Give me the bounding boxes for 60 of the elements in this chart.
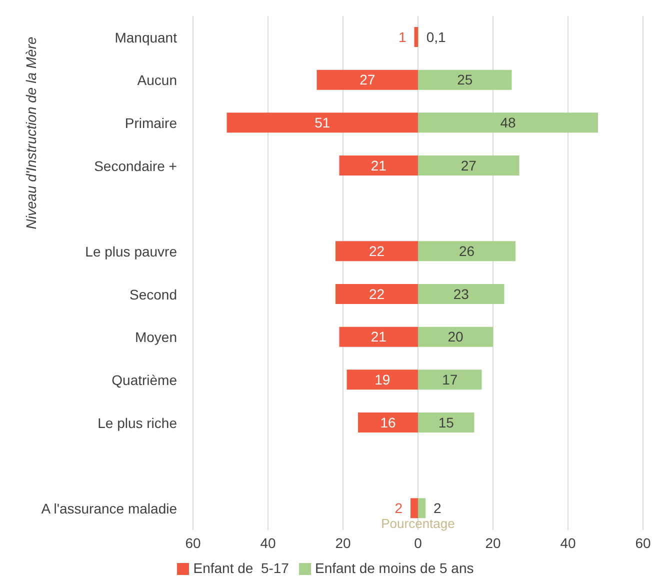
bar	[418, 498, 426, 518]
x-tick-label: 0	[414, 534, 422, 551]
data-label: 25	[457, 72, 473, 88]
data-label: 19	[374, 372, 390, 388]
bar	[418, 412, 474, 432]
bar	[418, 326, 493, 347]
bar	[418, 284, 504, 304]
data-label: 27	[460, 157, 477, 174]
data-label: 2	[434, 500, 442, 516]
legend-label: Enfant de 5-17	[193, 560, 289, 576]
data-label: 51	[314, 114, 330, 131]
bar	[418, 112, 598, 133]
x-tick-label: 20	[335, 534, 351, 551]
y-tick-label: Le plus pauvre	[85, 244, 178, 260]
data-label: 48	[500, 114, 516, 131]
bar	[410, 498, 418, 518]
y-tick-label: Second	[130, 286, 177, 302]
y-tick-label: Manquant	[114, 29, 178, 46]
y-tick-label: Aucun	[137, 72, 177, 88]
data-label: 23	[453, 286, 470, 302]
data-label: 21	[370, 328, 387, 345]
y-tick-label: Primaire	[124, 115, 178, 132]
bar	[418, 370, 482, 390]
data-label: 16	[380, 414, 396, 430]
bar	[418, 70, 512, 90]
bar	[414, 27, 418, 47]
bar	[226, 112, 418, 133]
bar	[336, 241, 418, 262]
x-tick-label: 60	[185, 534, 201, 551]
data-label: 1	[398, 28, 406, 45]
y-tick-label: Secondaire +	[94, 158, 177, 174]
data-label: 22	[368, 243, 385, 260]
y-axis-title: Niveau d'Instruction de la Mère	[23, 36, 39, 230]
bar	[418, 156, 520, 176]
x-tick-label: 40	[560, 534, 576, 551]
data-label: 21	[370, 157, 387, 174]
bar	[339, 156, 418, 176]
x-tick-label: 20	[485, 534, 501, 551]
bar	[336, 284, 418, 304]
bar	[346, 370, 418, 390]
y-tick-label: Quatrième	[112, 372, 178, 388]
x-tick-label: 60	[635, 534, 651, 551]
y-tick-label: Moyen	[134, 329, 177, 346]
bar	[418, 241, 516, 262]
x-axis-title: Pourcentage	[381, 516, 455, 531]
data-label: 20	[448, 328, 464, 345]
bar	[358, 412, 418, 432]
data-label: 0,1	[426, 28, 446, 45]
legend-label: Enfant de moins de 5 ans	[314, 560, 474, 576]
data-label: 22	[368, 286, 385, 302]
data-label: 15	[438, 414, 454, 430]
data-label: 27	[360, 72, 376, 88]
y-tick-label: Le plus riche	[98, 414, 178, 431]
bar	[316, 70, 418, 90]
data-label: 2	[394, 500, 403, 516]
data-label: 26	[458, 243, 475, 260]
data-label: 17	[442, 372, 458, 388]
x-tick-label: 40	[260, 534, 276, 551]
y-tick-label: A l'assurance maladie	[41, 500, 178, 517]
bar	[339, 326, 418, 347]
